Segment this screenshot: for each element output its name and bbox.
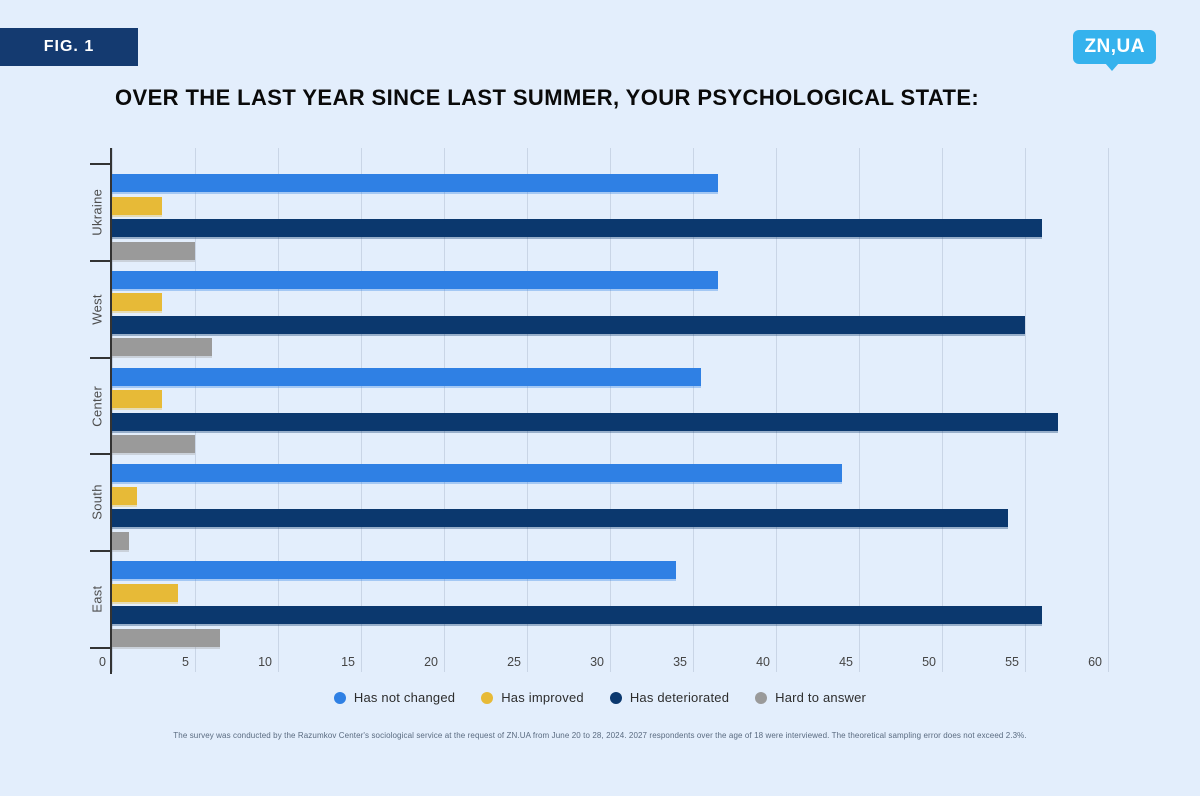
legend-item-hard-to-answer: Hard to answer	[755, 690, 866, 705]
x-tick-label-0: 0	[99, 655, 106, 669]
x-tick-label-45: 45	[839, 655, 853, 669]
bar-has-deteriorated-ukraine	[112, 219, 1042, 237]
y-axis-tick	[90, 646, 112, 649]
y-axis-tick	[90, 163, 112, 165]
bar-hard-to-answer-west	[112, 338, 212, 357]
plot-area: 0 5 10 15 20 25 30 35 40 45 50 55 60	[99, 148, 1192, 672]
x-tick-label-55: 55	[1005, 655, 1019, 669]
category-label-center: Center	[89, 385, 105, 427]
legend: Has not changed Has improved Has deteriora…	[0, 690, 1200, 705]
figure-label: FIG. 1	[43, 38, 95, 55]
x-tick-label-30: 30	[590, 655, 604, 669]
bar-has-deteriorated-south	[112, 509, 1009, 528]
gridline-55	[1025, 148, 1026, 672]
bar-has-not-changed-west	[112, 270, 718, 289]
gridline-25	[527, 148, 528, 672]
y-axis-tick	[90, 356, 112, 359]
bar-has-deteriorated-east	[112, 606, 1042, 624]
x-tick-label-20: 20	[424, 655, 438, 669]
gridline-45	[859, 148, 860, 672]
legend-item-has-improved: Has improved	[481, 690, 584, 705]
gridline-50	[942, 148, 943, 672]
x-tick-label-60: 60	[1088, 655, 1102, 669]
gridline-20	[444, 148, 445, 672]
gridline-15	[361, 148, 362, 672]
bar-has-deteriorated-center	[112, 412, 1059, 431]
legend-item-has-not-changed: Has not changed	[333, 690, 456, 705]
gridline-35	[693, 148, 694, 672]
gridline-30	[610, 148, 611, 672]
source-footnote: The survey was conducted by the Razumkov…	[173, 731, 1027, 740]
gridline-60	[1108, 148, 1109, 672]
y-axis-tick	[90, 259, 112, 262]
legend-label: Has deteriorated	[629, 690, 730, 705]
logo-text: ZN,UA	[1084, 36, 1145, 57]
legend-dot-has-deteriorated	[609, 691, 622, 704]
legend-label: Has improved	[501, 690, 584, 705]
y-axis-tick	[90, 550, 112, 552]
category-label-south: South	[89, 484, 105, 521]
bar-has-deteriorated-west	[112, 315, 1025, 334]
gridline-5	[195, 148, 196, 672]
legend-dot-has-not-changed	[333, 691, 346, 704]
legend-dot-has-improved	[481, 691, 494, 704]
bar-hard-to-answer-east	[112, 628, 220, 647]
category-label-ukraine: Ukraine	[89, 188, 105, 236]
chart-title: OVER THE LAST YEAR SINCE LAST SUMMER, YO…	[115, 85, 980, 110]
bar-hard-to-answer-ukraine	[112, 241, 195, 260]
bar-has-improved-east	[112, 583, 179, 602]
category-label-west: West	[89, 293, 105, 325]
bar-has-improved-ukraine	[112, 196, 162, 215]
bar-has-improved-south	[112, 486, 137, 505]
figure-badge: FIG. 1	[0, 28, 138, 66]
bar-has-improved-west	[112, 293, 162, 312]
category-label-east: East	[89, 585, 105, 613]
x-tick-label-5: 5	[182, 655, 189, 669]
x-tick-label-50: 50	[922, 655, 936, 669]
x-tick-label-40: 40	[756, 655, 770, 669]
bar-has-not-changed-ukraine	[112, 174, 718, 192]
legend-dot-hard-to-answer	[755, 691, 768, 704]
znua-logo: ZN,UA	[1073, 30, 1156, 71]
bar-has-not-changed-east	[112, 561, 677, 579]
legend-label: Has not changed	[353, 690, 456, 705]
legend-label: Hard to answer	[775, 690, 867, 705]
x-tick-label-10: 10	[258, 655, 272, 669]
gridline-0	[112, 148, 113, 672]
y-axis-line	[110, 148, 112, 674]
bar-hard-to-answer-center	[112, 435, 195, 453]
x-tick-label-35: 35	[673, 655, 687, 669]
x-tick-label-15: 15	[341, 655, 355, 669]
bar-hard-to-answer-south	[112, 531, 129, 550]
legend-item-has-deteriorated: Has deteriorated	[609, 690, 730, 705]
gridline-40	[776, 148, 777, 672]
bar-has-not-changed-south	[112, 464, 843, 483]
x-tick-label-25: 25	[507, 655, 521, 669]
gridline-10	[278, 148, 279, 672]
bar-has-improved-center	[112, 390, 162, 408]
y-axis-tick	[90, 453, 112, 456]
bar-has-not-changed-center	[112, 367, 702, 386]
